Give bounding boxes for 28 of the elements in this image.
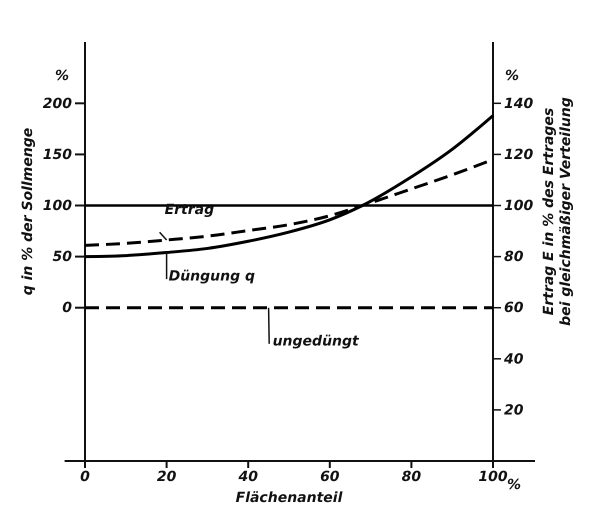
x-axis-title: Flächenanteil [236, 490, 343, 506]
text: % [507, 477, 522, 493]
x-tick-label: 20 [156, 468, 177, 485]
y-tick-label: 50 [52, 249, 72, 266]
y2-tick-label: 80 [504, 249, 524, 266]
y-tick-label: 0 [62, 300, 72, 316]
series-label: ungedüngt [272, 334, 360, 350]
series-label: Ertrag [164, 202, 214, 218]
y2-tick-label: 40 [503, 351, 524, 368]
y-tick-label: 100 [42, 198, 72, 214]
y-tick-label: 200 [42, 96, 72, 112]
x-tick-label: 100 [478, 468, 508, 485]
series-label: Düngung q [168, 268, 256, 285]
y2-tick-label: 140 [504, 96, 534, 112]
annotation: % [55, 68, 70, 84]
x-tick-label: 80 [402, 468, 422, 485]
x-tick-label: 0 [80, 468, 90, 485]
y-axis-title: q in % der Sollmenge [20, 128, 36, 296]
y-tick-label: 150 [42, 146, 72, 163]
x-tick-label: 60 [320, 468, 340, 485]
y2-tick-label: 20 [504, 402, 524, 418]
y2-tick-label: 120 [504, 146, 534, 163]
y2-tick-label: 60 [504, 300, 524, 316]
text: % [505, 68, 520, 84]
line-series [84, 114, 494, 258]
y2-tick-label: 100 [504, 198, 534, 214]
x-tick-label: 40 [237, 468, 258, 485]
y2-axis-title: Ertrag E in % des Ertrages bei gleichmäßiger Verteilung [541, 97, 574, 326]
